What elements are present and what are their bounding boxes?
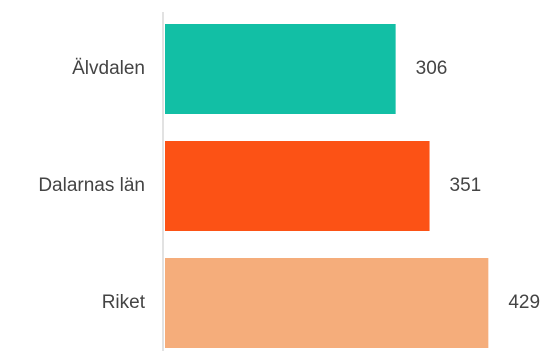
value-label-dalarnas-lan: 351 [450, 175, 482, 196]
category-label-riket: Riket [102, 292, 146, 313]
bars-group: Älvdalen 306 Dalarnas län 351 Riket 429 [38, 24, 540, 348]
category-label-alvdalen: Älvdalen [72, 58, 145, 79]
bar-alvdalen [165, 24, 396, 114]
bar-dalarnas-lan [165, 141, 430, 231]
value-label-alvdalen: 306 [416, 58, 448, 79]
value-label-riket: 429 [508, 292, 540, 313]
bar-riket [165, 258, 489, 348]
category-label-dalarnas-lan: Dalarnas län [38, 175, 145, 196]
